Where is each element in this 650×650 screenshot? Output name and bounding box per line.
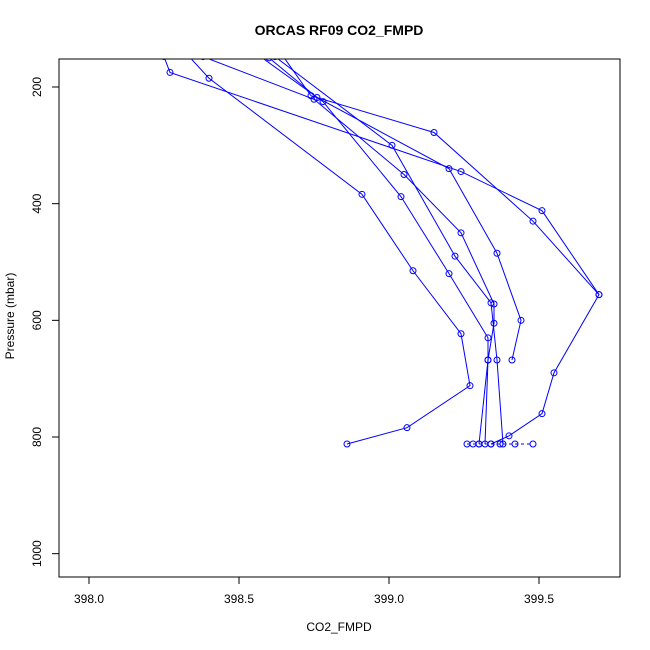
data-point: [538, 207, 546, 215]
data-point: [400, 171, 408, 178]
data-point: [319, 98, 327, 106]
data-point: [161, 59, 167, 61]
data-point: [475, 440, 483, 448]
series-line: [284, 59, 600, 296]
data-point: [487, 299, 495, 307]
profile-series: [251, 49, 492, 448]
data-point: [445, 165, 453, 173]
data-point: [275, 46, 281, 52]
data-point: [493, 249, 501, 257]
y-axis-label: Pressure (mbar): [3, 273, 17, 360]
profile-series: [265, 59, 525, 364]
series-line: [269, 59, 522, 361]
data-point: [457, 330, 465, 338]
data-point: [251, 49, 257, 55]
data-point: [466, 382, 474, 390]
x-axis-label: CO2_FMPD: [306, 620, 372, 634]
data-point: [397, 193, 405, 201]
x-tick-label: 399.0: [374, 592, 404, 606]
y-tick-label: 800: [30, 427, 44, 447]
data-point: [508, 356, 516, 364]
profile-series: [161, 59, 603, 448]
plot-frame: [58, 58, 621, 578]
data-point: [511, 440, 519, 448]
data-point: [490, 319, 498, 327]
profile-series: [463, 440, 537, 448]
chart-title: ORCAS RF09 CO2_FMPD: [255, 22, 424, 38]
series-line: [277, 59, 504, 445]
data-point: [200, 59, 206, 61]
data-point: [430, 129, 438, 136]
data-point: [595, 291, 603, 299]
data-point: [313, 94, 321, 101]
series-line: [164, 59, 600, 445]
x-tick-label: 398.5: [224, 592, 254, 606]
data-point: [451, 252, 459, 260]
data-point: [484, 356, 492, 364]
series-line: [190, 59, 471, 445]
data-point: [505, 432, 513, 440]
data-point: [529, 440, 537, 448]
plot-area: [161, 46, 603, 448]
data-point: [496, 440, 504, 448]
data-point: [265, 59, 273, 62]
y-tick-label: 200: [30, 77, 44, 97]
data-point: [493, 356, 501, 364]
data-point: [487, 440, 495, 448]
data-point: [403, 424, 411, 432]
data-point: [166, 68, 174, 76]
data-point: [182, 49, 188, 55]
data-point: [409, 267, 417, 275]
data-point: [529, 217, 537, 225]
profile-series: [275, 46, 603, 299]
profile-series: [182, 49, 474, 448]
data-point: [550, 369, 558, 377]
data-point: [343, 440, 351, 448]
data-point: [272, 59, 278, 61]
data-point: [358, 190, 366, 198]
y-axis: 200 400 600 800 1000: [30, 77, 59, 567]
series-line: [262, 59, 489, 445]
x-axis: 398.0 398.5 399.0 399.5: [74, 577, 554, 606]
profile-series: [272, 59, 507, 448]
y-tick-label: 400: [30, 193, 44, 213]
data-point: [388, 141, 396, 149]
data-point: [517, 316, 525, 324]
y-tick-label: 1000: [30, 540, 44, 567]
data-point: [484, 334, 492, 342]
data-point: [205, 74, 213, 82]
x-tick-label: 399.5: [524, 592, 554, 606]
x-tick-label: 398.0: [74, 592, 104, 606]
y-tick-label: 600: [30, 310, 44, 330]
data-point: [457, 229, 465, 237]
series-line: [207, 59, 495, 445]
data-point: [457, 168, 465, 176]
data-point: [445, 270, 453, 278]
data-point: [538, 410, 546, 418]
